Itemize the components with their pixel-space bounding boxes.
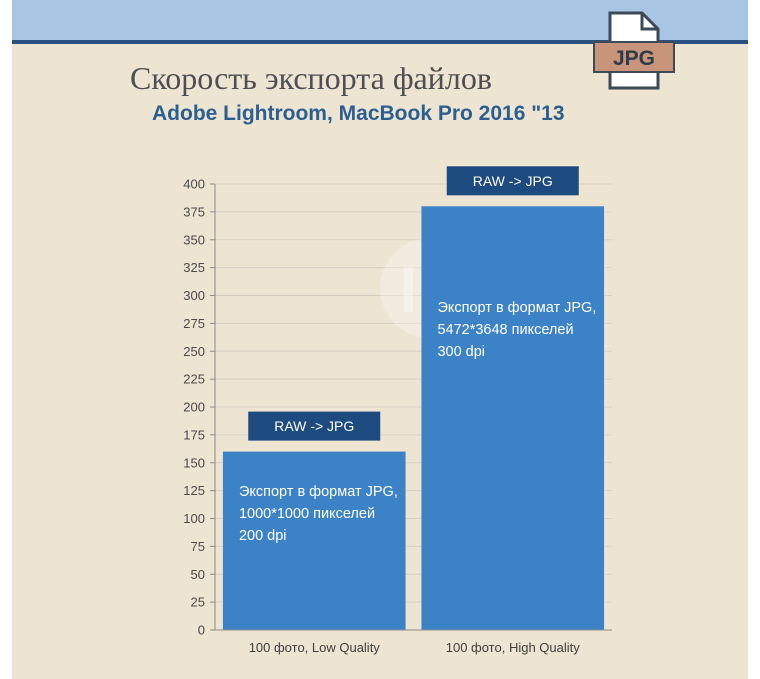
bar-badge <box>248 411 381 441</box>
bar-annotation-line: 1000*1000 пикселей <box>239 506 375 522</box>
y-tick-label: 350 <box>183 232 205 247</box>
y-tick-label: 300 <box>183 288 205 303</box>
file-label-bg <box>593 41 675 73</box>
bar-badge-label: RAW -> JPG <box>473 173 553 189</box>
y-tick-label: 50 <box>191 567 205 582</box>
y-tick-label: 75 <box>191 539 205 554</box>
bar-badge <box>446 166 579 196</box>
bar <box>421 206 605 631</box>
file-fold <box>640 13 658 31</box>
bar <box>222 451 406 630</box>
y-tick-label: 225 <box>183 372 205 387</box>
y-tick-label: 25 <box>191 595 205 610</box>
y-tick-label: 275 <box>183 316 205 331</box>
y-tick-label: 325 <box>183 260 205 275</box>
y-tick-label: 250 <box>183 344 205 359</box>
bar-badge-label: RAW -> JPG <box>274 418 354 434</box>
x-category-label: 100 фото, Low Quality <box>249 640 381 655</box>
y-tick-label: 100 <box>183 511 205 526</box>
bar-annotation-line: Экспорт в формат JPG, <box>437 300 596 316</box>
bars <box>222 206 605 631</box>
file-label: JPG <box>613 47 655 70</box>
y-tick-label: 150 <box>183 455 205 470</box>
chart-subtitle: Adobe Lightroom, MacBook Pro 2016 "13 <box>152 102 565 125</box>
axes: 0 25 50 75 100 125 150 175 200 225 250 275 300 325 350… <box>183 177 612 638</box>
bar-annotation-line: 200 dpi <box>239 528 287 544</box>
y-tick-label: 175 <box>183 427 205 442</box>
chart-title: Скорость экспорта файлов <box>130 60 492 96</box>
y-tick-label: 125 <box>183 483 205 498</box>
labels: 100 фото, Low Quality RAW -> JPG Экспорт в… <box>239 166 596 655</box>
jpg-file-icon: JPG <box>593 11 675 90</box>
bar-annotation-line: 300 dpi <box>437 344 485 360</box>
y-tick-label: 200 <box>183 400 205 415</box>
y-tick-label: 400 <box>183 177 205 192</box>
x-category-label: 100 фото, High Quality <box>446 640 581 655</box>
y-tick-label: 375 <box>183 204 205 219</box>
bar-annotation-line: Экспорт в формат JPG, <box>239 484 398 500</box>
y-tick-label: 0 <box>198 623 205 638</box>
header-divider <box>12 40 748 44</box>
bar-annotation-line: 5472*3648 пикселей <box>437 322 573 338</box>
